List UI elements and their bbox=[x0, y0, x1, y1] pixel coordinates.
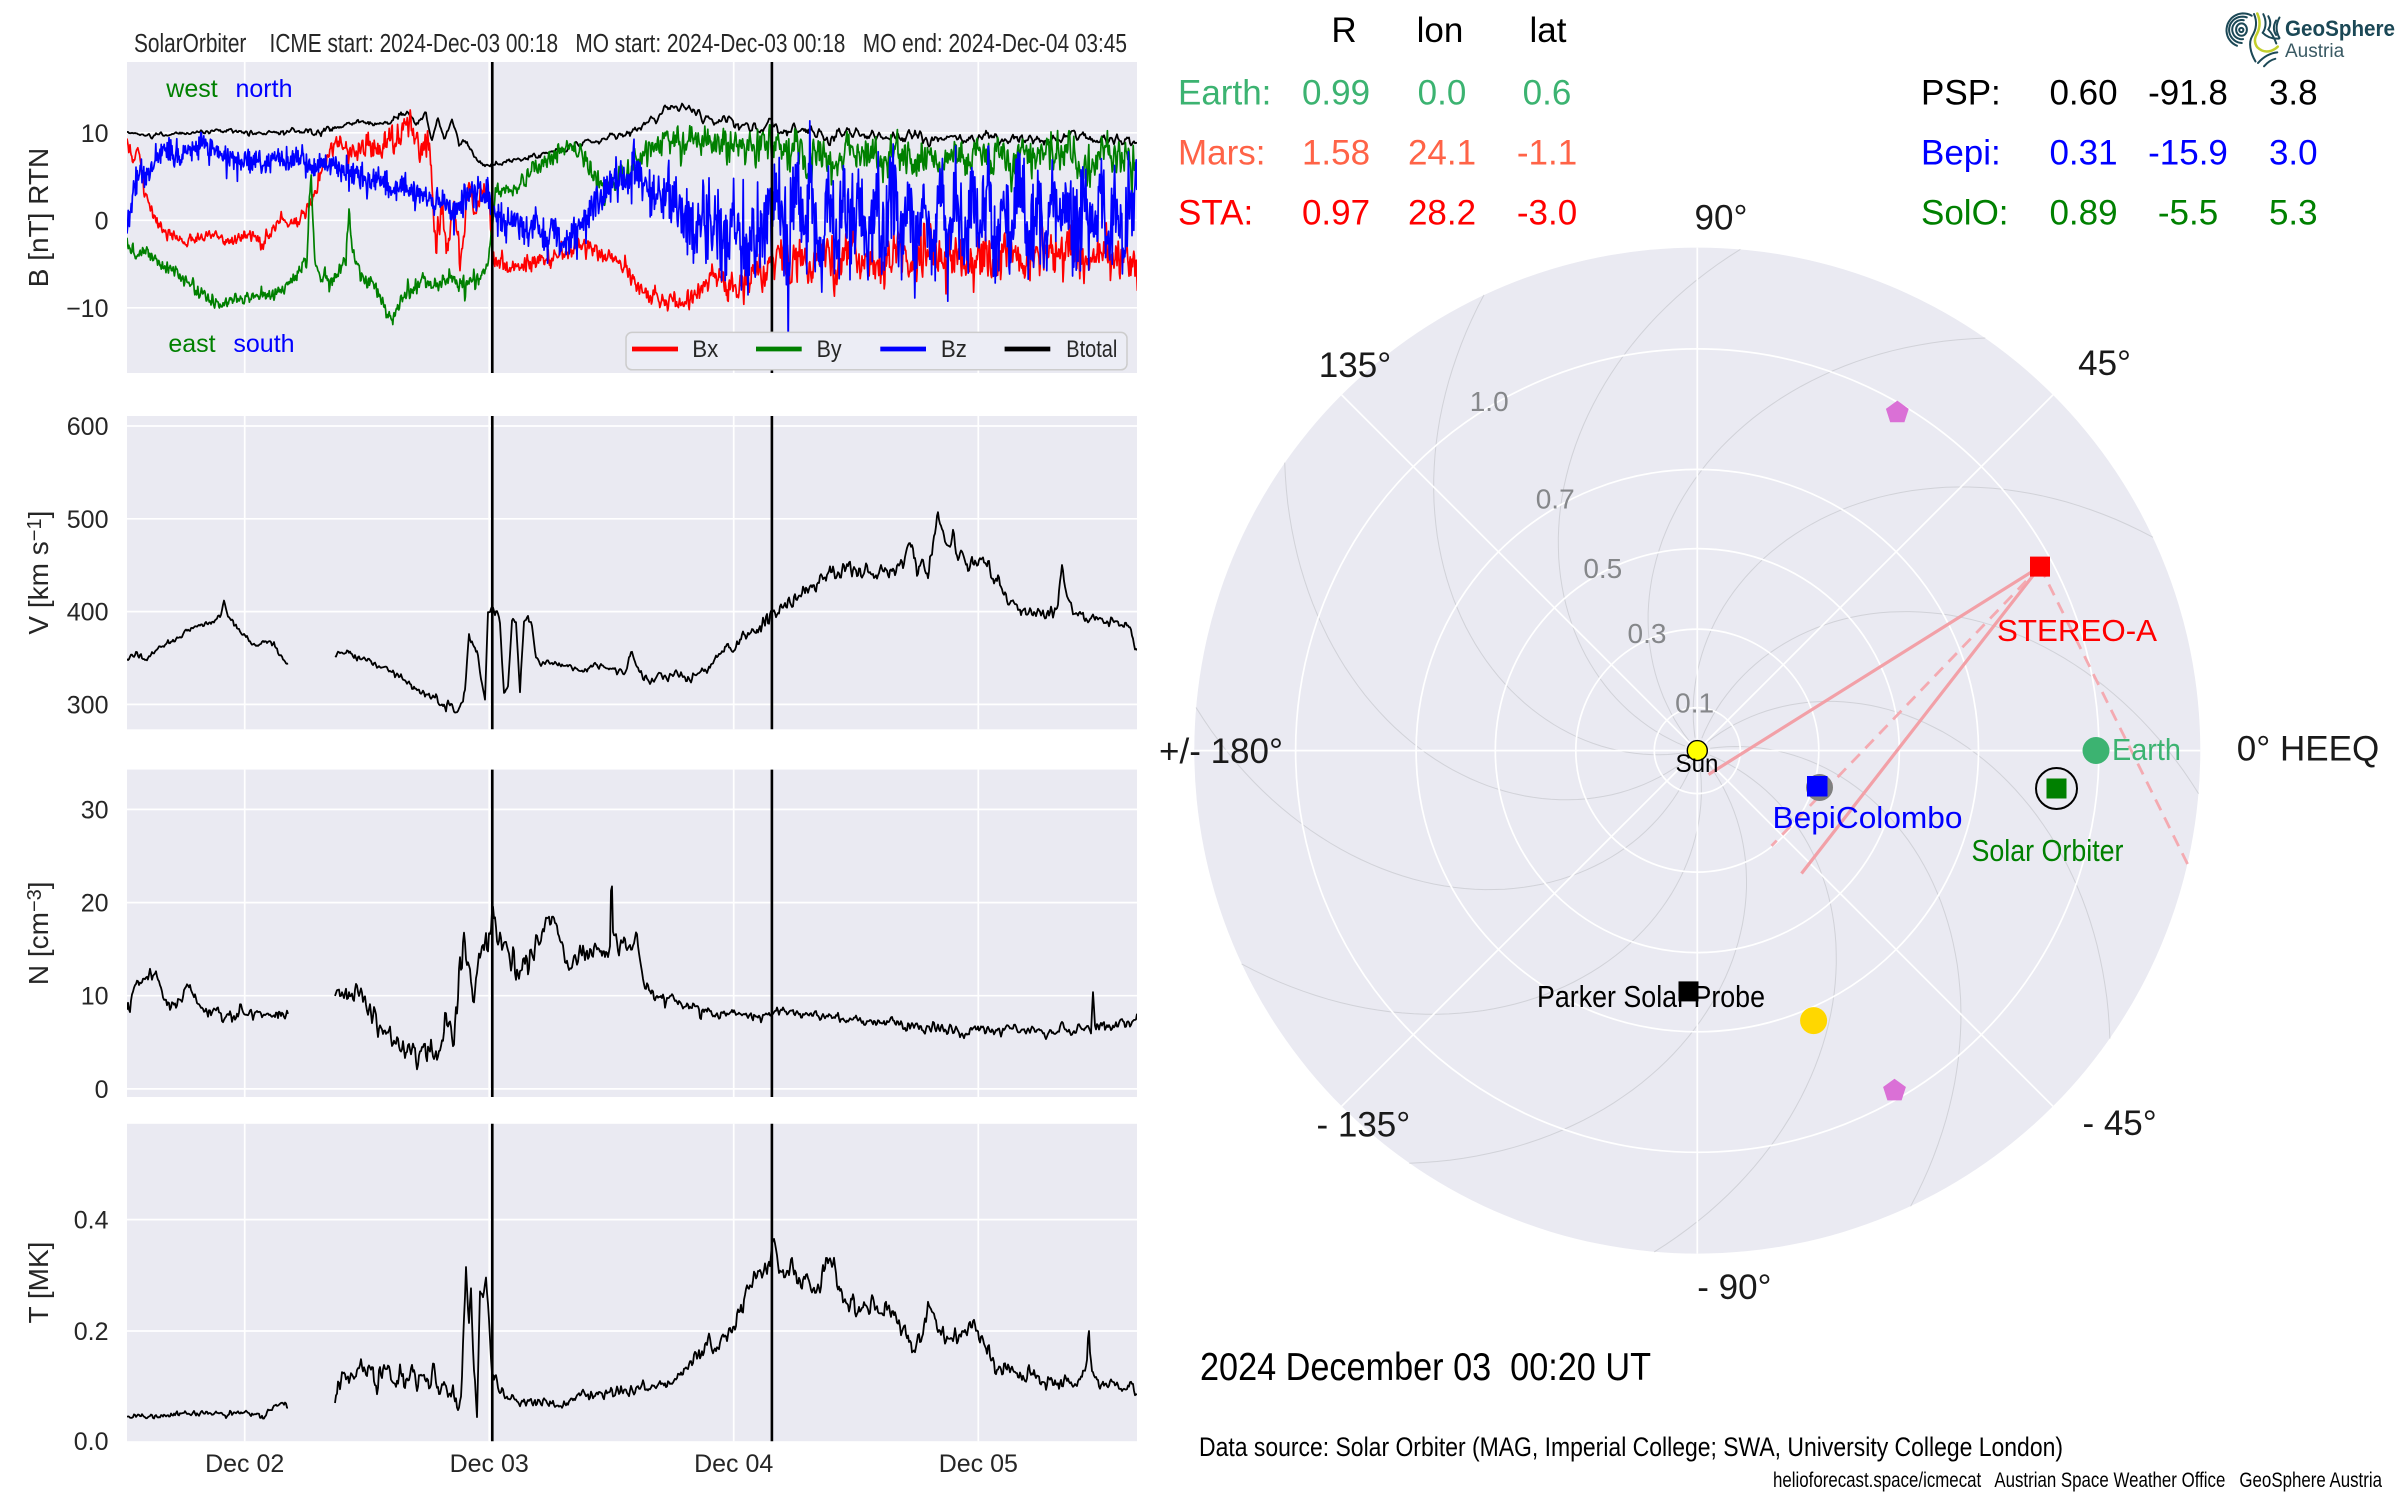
svg-text:PSP:: PSP: bbox=[1921, 74, 2001, 113]
svg-text:3.0: 3.0 bbox=[2269, 134, 2318, 173]
svg-text:28.2: 28.2 bbox=[1408, 194, 1476, 233]
svg-text:STA:: STA: bbox=[1178, 194, 1253, 233]
svg-text:0.2: 0.2 bbox=[74, 1318, 109, 1346]
svg-text:0.89: 0.89 bbox=[2049, 194, 2117, 233]
svg-text:0.3: 0.3 bbox=[1628, 618, 1667, 649]
svg-text:10: 10 bbox=[81, 120, 109, 148]
svg-text:Dec 02: Dec 02 bbox=[205, 1450, 284, 1478]
svg-text:R: R bbox=[1331, 11, 1356, 50]
svg-text:0.0: 0.0 bbox=[1418, 74, 1467, 113]
svg-text:0° HEEQ: 0° HEEQ bbox=[2237, 730, 2379, 769]
svg-text:-91.8: -91.8 bbox=[2148, 74, 2228, 113]
svg-text:STEREO-A: STEREO-A bbox=[1997, 613, 2157, 648]
svg-text:0.7: 0.7 bbox=[1536, 483, 1575, 514]
svg-text:By: By bbox=[817, 336, 842, 363]
svg-text:T [MK]: T [MK] bbox=[23, 1242, 54, 1324]
svg-text:0.60: 0.60 bbox=[2049, 74, 2117, 113]
svg-text:−10: −10 bbox=[66, 295, 108, 323]
svg-text:24.1: 24.1 bbox=[1408, 134, 1476, 173]
svg-text:N [cm−3]: N [cm−3] bbox=[23, 881, 54, 985]
svg-text:400: 400 bbox=[67, 599, 109, 627]
svg-text:0: 0 bbox=[95, 207, 109, 235]
svg-text:1.58: 1.58 bbox=[1302, 134, 1370, 173]
svg-text:Mars:: Mars: bbox=[1178, 134, 1266, 173]
svg-text:135°: 135° bbox=[1319, 346, 1391, 385]
svg-text:300: 300 bbox=[67, 691, 109, 719]
svg-text:Parker Solar Probe: Parker Solar Probe bbox=[1537, 979, 1765, 1014]
svg-text:- 135°: - 135° bbox=[1317, 1106, 1411, 1145]
svg-text:SolarOrbiter ICME start: 20: SolarOrbiter ICME start: 2024-Dec-03 00:… bbox=[134, 30, 1127, 58]
svg-text:600: 600 bbox=[67, 413, 109, 441]
svg-text:north: north bbox=[236, 75, 293, 103]
svg-text:0.99: 0.99 bbox=[1302, 74, 1370, 113]
svg-text:0.5: 0.5 bbox=[1583, 553, 1622, 584]
svg-text:Dec 04: Dec 04 bbox=[694, 1450, 773, 1478]
svg-text:lat: lat bbox=[1530, 11, 1567, 50]
svg-text:90°: 90° bbox=[1695, 199, 1748, 238]
svg-text:SolO:: SolO: bbox=[1921, 194, 2009, 233]
svg-text:+/- 180°: +/- 180° bbox=[1159, 732, 1283, 771]
svg-text:- 90°: - 90° bbox=[1697, 1268, 1771, 1307]
svg-text:Sun: Sun bbox=[1676, 750, 1719, 778]
svg-text:2024 December 03 00:20 UT: 2024 December 03 00:20 UT bbox=[1200, 1346, 1651, 1389]
svg-text:500: 500 bbox=[67, 506, 109, 534]
svg-text:Earth: Earth bbox=[2112, 732, 2181, 767]
svg-text:Dec 05: Dec 05 bbox=[939, 1450, 1018, 1478]
svg-text:0.1: 0.1 bbox=[1675, 687, 1714, 718]
svg-text:20: 20 bbox=[81, 890, 109, 918]
svg-text:-3.0: -3.0 bbox=[1517, 194, 1577, 233]
svg-text:-5.5: -5.5 bbox=[2158, 194, 2218, 233]
svg-text:Btotal: Btotal bbox=[1066, 336, 1117, 363]
svg-text:V [km s−1]: V [km s−1] bbox=[23, 511, 54, 635]
svg-text:0.4: 0.4 bbox=[74, 1207, 109, 1235]
svg-text:Solar Orbiter: Solar Orbiter bbox=[1972, 833, 2124, 868]
svg-text:GeoSphere: GeoSphere bbox=[2285, 16, 2395, 41]
svg-text:-1.1: -1.1 bbox=[1517, 134, 1577, 173]
svg-text:lon: lon bbox=[1417, 11, 1464, 50]
svg-text:east: east bbox=[168, 330, 215, 358]
svg-text:3.8: 3.8 bbox=[2269, 74, 2318, 113]
svg-text:- 45°: - 45° bbox=[2082, 1104, 2156, 1143]
svg-text:Data source: Solar Orbiter (MA: Data source: Solar Orbiter (MAG, Imperia… bbox=[1199, 1432, 2063, 1462]
svg-text:1.0: 1.0 bbox=[1470, 386, 1509, 417]
svg-text:Bepi:: Bepi: bbox=[1921, 134, 2001, 173]
svg-text:B [nT] RTN: B [nT] RTN bbox=[23, 148, 54, 288]
svg-text:0.31: 0.31 bbox=[2049, 134, 2117, 173]
svg-text:Austria: Austria bbox=[2285, 41, 2345, 62]
svg-text:0: 0 bbox=[95, 1076, 109, 1104]
svg-text:45°: 45° bbox=[2078, 344, 2131, 383]
svg-text:Dec 03: Dec 03 bbox=[450, 1450, 529, 1478]
svg-text:Earth:: Earth: bbox=[1178, 74, 1271, 113]
svg-text:-15.9: -15.9 bbox=[2148, 134, 2228, 173]
svg-text:Bx: Bx bbox=[692, 336, 718, 363]
svg-text:0.0: 0.0 bbox=[74, 1428, 109, 1456]
svg-text:Bz: Bz bbox=[941, 336, 967, 363]
svg-text:5.3: 5.3 bbox=[2269, 194, 2318, 233]
svg-text:30: 30 bbox=[81, 796, 109, 824]
svg-text:10: 10 bbox=[81, 983, 109, 1011]
svg-text:west: west bbox=[165, 75, 217, 103]
svg-text:helioforecast.space/icmecat: helioforecast.space/icmecat Austrian Spa… bbox=[1773, 1468, 2382, 1492]
svg-text:0.97: 0.97 bbox=[1302, 194, 1370, 233]
svg-text:south: south bbox=[233, 330, 294, 358]
svg-text:BepiColombo: BepiColombo bbox=[1773, 800, 1963, 835]
svg-text:0.6: 0.6 bbox=[1523, 74, 1572, 113]
